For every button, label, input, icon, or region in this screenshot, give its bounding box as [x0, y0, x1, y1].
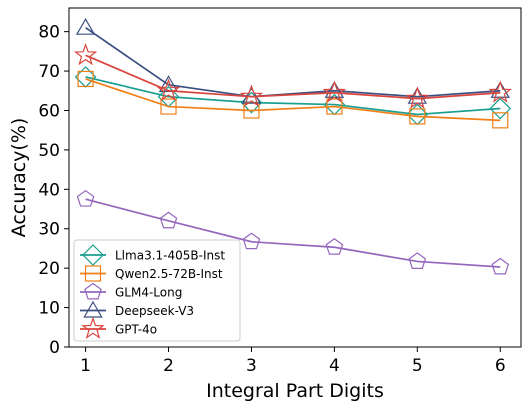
- plot-frame: [68, 7, 522, 348]
- series-line: [85, 198, 501, 268]
- y-tick-label: 10: [38, 299, 60, 319]
- data-point: [159, 211, 178, 229]
- legend-box: [73, 239, 241, 342]
- legend-marker: [81, 316, 105, 339]
- data-point: [77, 70, 94, 88]
- data-point: [239, 84, 264, 107]
- data-point: [409, 108, 426, 125]
- data-point: [76, 189, 95, 207]
- data-point: [160, 98, 177, 115]
- series-llma3-1-405b-inst: [74, 66, 512, 126]
- legend-label: Llma3.1-405B-Inst: [115, 249, 225, 263]
- series-line: [85, 27, 501, 98]
- y-tick-label: 20: [38, 259, 60, 279]
- y-axis: 0 10 20 30 40 50 60 70 80: [38, 23, 69, 358]
- data-point: [326, 98, 343, 115]
- data-point: [242, 232, 261, 250]
- x-tick-label: 6: [495, 356, 506, 376]
- legend-label: Qwen2.5-72B-Inst: [115, 267, 223, 281]
- y-tick-label: 70: [38, 62, 60, 82]
- series-layer: [73, 18, 512, 275]
- y-tick-label: 60: [38, 101, 60, 121]
- legend-label: Deepseek-V3: [115, 304, 194, 318]
- legend-label: GPT-4o: [115, 323, 157, 337]
- data-point: [73, 43, 98, 66]
- x-axis: 1 2 3 4 5 6: [80, 347, 506, 376]
- data-point: [405, 86, 430, 109]
- data-point: [325, 238, 344, 255]
- x-tick-label: 1: [80, 356, 91, 376]
- y-tick-label: 80: [38, 23, 60, 43]
- series-line: [85, 76, 501, 116]
- x-tick-label: 3: [246, 356, 257, 376]
- legend-marker: [82, 244, 104, 266]
- legend: Llma3.1-405B-Inst Qwen2.5-72B-Inst GLM4-Lo…: [73, 239, 241, 342]
- data-point: [492, 112, 509, 129]
- y-tick-label: 0: [49, 338, 60, 358]
- data-point: [408, 252, 427, 269]
- data-point: [489, 97, 512, 120]
- legend-marker: [84, 282, 102, 300]
- series-glm4-long: [76, 189, 510, 275]
- data-point: [156, 78, 181, 101]
- legend-item: Qwen2.5-72B-Inst: [80, 265, 223, 282]
- y-axis-label: Accuracy(%): [8, 118, 30, 238]
- x-tick-label: 5: [412, 356, 423, 376]
- series-gpt-4o: [73, 43, 512, 109]
- x-axis-label: Integral Part Digits: [206, 380, 384, 402]
- series-qwen2-5-72b-inst: [77, 70, 509, 129]
- data-point: [322, 80, 347, 103]
- data-point: [491, 257, 510, 275]
- y-tick-label: 50: [38, 141, 60, 161]
- legend-item: GLM4-Long: [80, 282, 182, 300]
- legend-label: GLM4-Long: [115, 286, 182, 300]
- series-line: [85, 78, 501, 122]
- y-tick-label: 40: [38, 180, 60, 200]
- x-tick-label: 2: [163, 356, 174, 376]
- legend-item: GPT-4o: [80, 316, 157, 339]
- legend-marker: [84, 265, 102, 282]
- data-point: [75, 18, 96, 35]
- x-tick-label: 4: [329, 356, 340, 376]
- series-line: [85, 54, 501, 100]
- y-tick-label: 30: [38, 220, 60, 240]
- data-point: [488, 80, 512, 103]
- legend-item: Llma3.1-405B-Inst: [80, 244, 225, 266]
